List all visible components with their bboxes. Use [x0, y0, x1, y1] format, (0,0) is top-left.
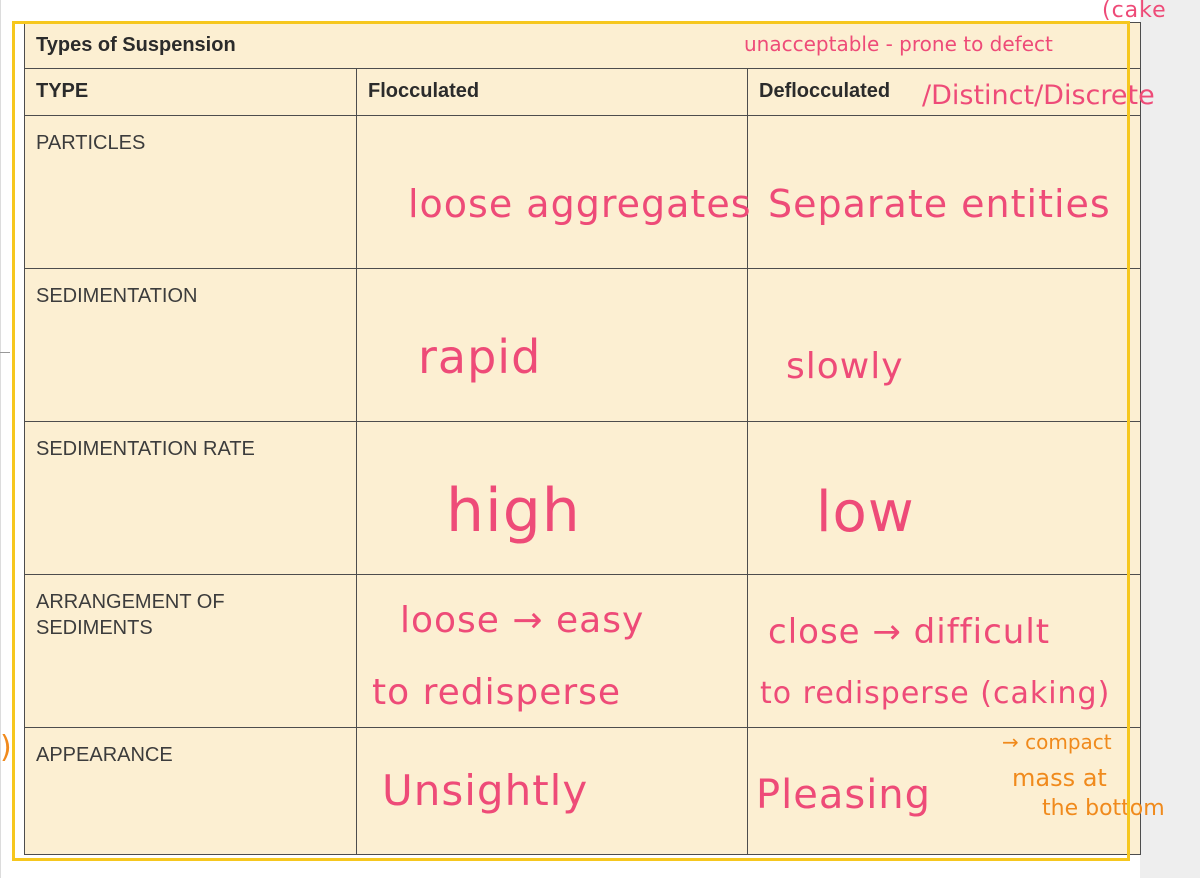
handwritten-particles-flocculated: loose aggregates — [408, 182, 752, 226]
header-type: TYPE — [24, 68, 357, 116]
handwritten-arrangement-flocculated-line1: loose → easy — [400, 600, 645, 641]
annotation-compact-line3: the bottom — [1042, 796, 1165, 821]
handwritten-arrangement-deflocculated-line2: to redisperse (caking) — [760, 676, 1111, 711]
cell-deflocculated — [746, 421, 1142, 575]
annotation-unacceptable: unacceptable - prone to defect — [744, 32, 1053, 56]
row-label-sedimentation-rate: SEDIMENTATION RATE — [24, 421, 357, 575]
suspension-table: Types of Suspension TYPE Flocculated Def… — [23, 22, 1142, 855]
row-label-sedimentation: SEDIMENTATION — [24, 268, 357, 422]
handwritten-sedimentation-deflocculated: slowly — [786, 346, 904, 387]
annotation-compact-line2: mass at — [1012, 764, 1107, 792]
handwritten-particles-deflocculated: Separate entities — [768, 182, 1111, 226]
annotation-compact-line1: → compact — [1002, 730, 1112, 754]
annotation-left-paren: ) — [0, 730, 13, 765]
cell-flocculated — [356, 727, 748, 855]
row-label-arrangement: ARRANGEMENT OF SEDIMENTS — [24, 574, 357, 728]
handwritten-sedimentation-flocculated: rapid — [418, 330, 542, 384]
annotation-distinct-discrete: /Distinct/Discrete — [922, 80, 1155, 111]
row-label-particles: PARTICLES — [24, 115, 357, 269]
handwritten-arrangement-deflocculated-line1: close → difficult — [768, 612, 1051, 652]
handwritten-arrangement-flocculated-line2: to redisperse — [372, 672, 622, 713]
right-gutter — [1140, 0, 1200, 878]
handwritten-rate-flocculated: high — [446, 476, 581, 546]
cell-deflocculated — [746, 727, 1142, 855]
row-label-appearance: APPEARANCE — [24, 727, 357, 855]
header-deflocculated: Deflocculated — [746, 68, 1142, 116]
cell-flocculated — [356, 115, 748, 269]
annotation-cake: (cake — [1102, 0, 1167, 23]
cell-deflocculated — [746, 268, 1142, 422]
left-margin-tick — [0, 352, 10, 353]
table-title-cell: Types of Suspension — [23, 22, 1142, 69]
left-margin-line — [0, 0, 1, 878]
header-flocculated: Flocculated — [356, 68, 748, 116]
handwritten-rate-deflocculated: low — [816, 480, 915, 545]
table-title: Types of Suspension — [36, 34, 236, 56]
handwritten-appearance-flocculated: Unsightly — [382, 766, 589, 815]
cell-flocculated — [356, 268, 748, 422]
handwritten-appearance-deflocculated: Pleasing — [756, 772, 932, 818]
